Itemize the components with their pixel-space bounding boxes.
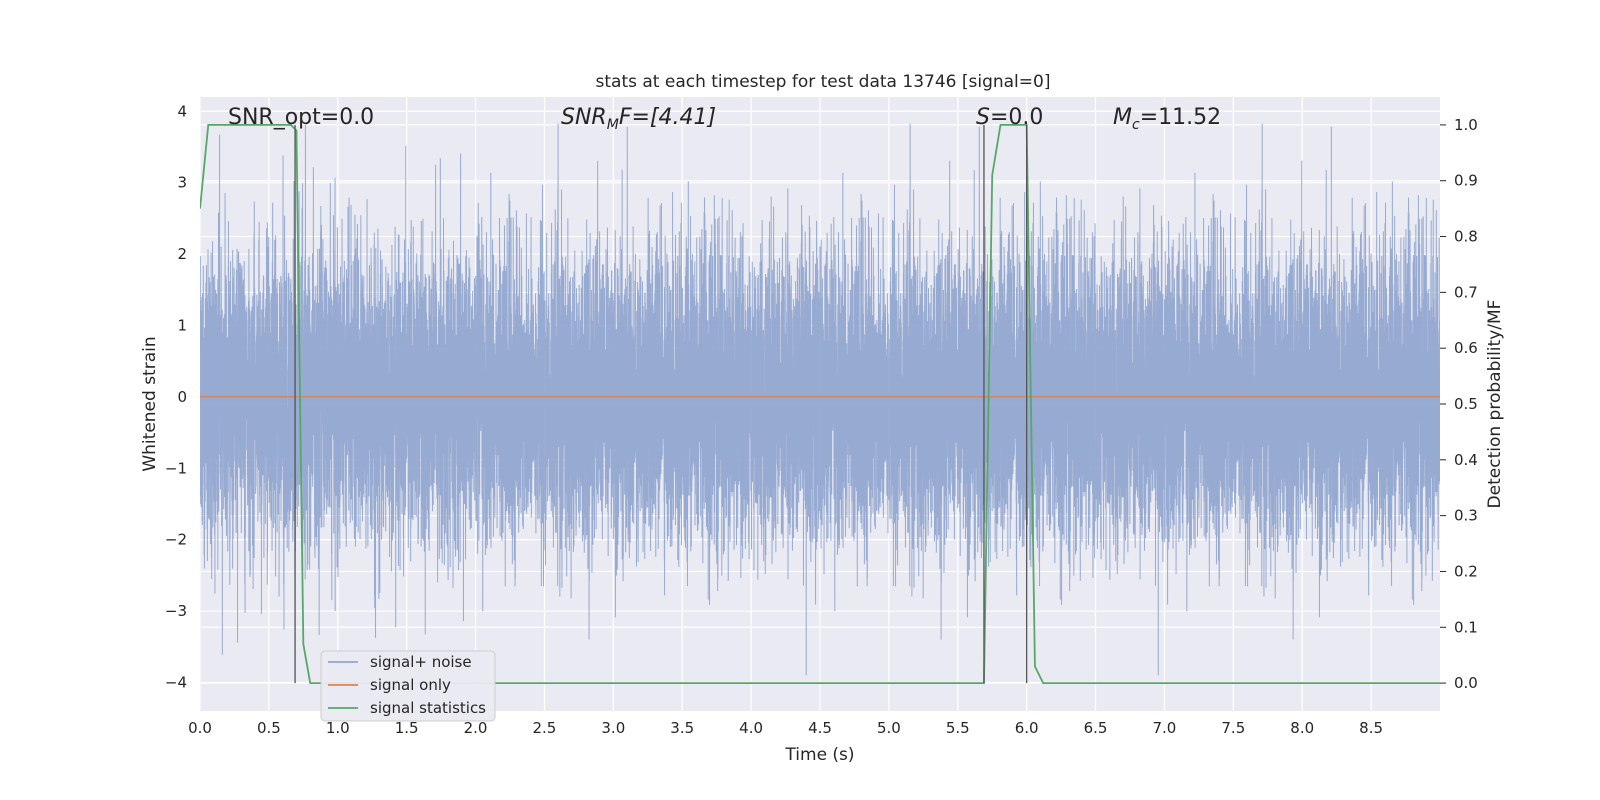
- series-line-signal-statistics: [200, 124, 1440, 684]
- right-y-tick-label: 0.9: [1454, 172, 1478, 190]
- legend: signal+ noise signal only signal statist…: [320, 650, 496, 722]
- vertical-marker-lines: [294, 124, 1028, 684]
- annotation-mc-sub: c: [1132, 117, 1140, 133]
- x-tick-label: 6.5: [1084, 719, 1108, 737]
- left-y-axis-label: Whitened strain: [140, 336, 160, 471]
- x-tick-label: 7.5: [1221, 719, 1245, 737]
- x-tick-label: 6.0: [1015, 719, 1039, 737]
- left-y-tick-label: −1: [165, 459, 187, 477]
- x-tick-label: 1.0: [326, 719, 350, 737]
- annotation-snr-mf: SNRMF=[4.41]: [561, 105, 716, 133]
- annotation-s-italic: S: [976, 105, 990, 130]
- left-y-tick-label: −3: [165, 602, 187, 620]
- x-axis-label: Time (s): [784, 745, 854, 765]
- x-tick-label: 5.5: [946, 719, 970, 737]
- right-y-axis-label: Detection probability/MF: [1485, 300, 1505, 509]
- x-tick-label: 4.5: [808, 719, 832, 737]
- left-y-tick-label: 3: [177, 174, 187, 192]
- right-y-tick-label: 0.3: [1454, 507, 1478, 525]
- annotation-snr-mf-base: SNR: [561, 105, 607, 130]
- left-y-tick-label: −2: [165, 531, 187, 549]
- x-tick-label: 8.5: [1359, 719, 1383, 737]
- right-y-tick-label: 1.0: [1454, 116, 1478, 134]
- annotation-snr-mf-sub: M: [607, 117, 619, 133]
- series-line-signal-plus-noise: [200, 123, 1440, 676]
- x-axis-ticks: 0.0 0.5 1.0 1.5 2.0 2.5 3.0 3.5 4.0 4.5 5.0 5.5 6.0 6…: [188, 719, 1383, 737]
- right-y-tick-label: 0.7: [1454, 283, 1478, 301]
- legend-box: [320, 650, 496, 722]
- x-tick-label: 0.0: [188, 719, 212, 737]
- left-y-tick-label: −4: [165, 673, 187, 691]
- left-y-tick-label: 4: [177, 102, 187, 120]
- annotation-s: S=0.0: [976, 105, 1043, 130]
- x-tick-label: 0.5: [257, 719, 281, 737]
- annotation-mc-base: M: [1113, 105, 1132, 130]
- x-tick-label: 3.5: [670, 719, 694, 737]
- annotation-s-rest: =0.0: [990, 105, 1043, 130]
- annotation-mc: Mc=11.52: [1113, 105, 1221, 133]
- left-y-tick-label: 0: [177, 388, 187, 406]
- x-tick-label: 3.0: [601, 719, 625, 737]
- right-y-tick-label: 0.2: [1454, 562, 1478, 580]
- x-tick-label: 1.5: [395, 719, 419, 737]
- x-tick-label: 8.0: [1290, 719, 1314, 737]
- chart-title: stats at each timestep for test data 137…: [596, 72, 1051, 92]
- x-tick-label: 7.0: [1153, 719, 1177, 737]
- x-tick-label: 2.5: [533, 719, 557, 737]
- legend-label-signal-plus-noise: signal+ noise: [370, 653, 472, 671]
- left-y-tick-label: 1: [177, 316, 187, 334]
- right-y-tick-label: 0.1: [1454, 618, 1478, 636]
- x-tick-label: 4.0: [739, 719, 763, 737]
- annotation-mc-rest: =11.52: [1140, 105, 1221, 130]
- left-y-tick-label: 2: [177, 245, 187, 263]
- annotation-snr-opt: SNR_opt=0.0: [228, 105, 374, 130]
- right-y-tick-label: 0.4: [1454, 451, 1478, 469]
- right-y-tick-label: 0.5: [1454, 395, 1478, 413]
- annotation-snr-mf-rest: F=[4.41]: [619, 105, 716, 130]
- right-y-tick-label: 0.0: [1454, 674, 1478, 692]
- right-y-tick-label: 0.6: [1454, 339, 1478, 357]
- x-tick-label: 2.0: [464, 719, 488, 737]
- right-y-tick-label: 0.8: [1454, 228, 1478, 246]
- legend-label-signal-only: signal only: [370, 676, 451, 694]
- legend-label-signal-statistics: signal statistics: [370, 699, 486, 717]
- x-tick-label: 5.0: [877, 719, 901, 737]
- right-y-axis-ticks: 0.0 0.1 0.2 0.3 0.4 0.5 0.6 0.7 0.8 0.9 1.0: [1440, 116, 1478, 692]
- left-y-axis-ticks: −4 −3 −2 −1 0 1 2 3 4: [165, 102, 187, 691]
